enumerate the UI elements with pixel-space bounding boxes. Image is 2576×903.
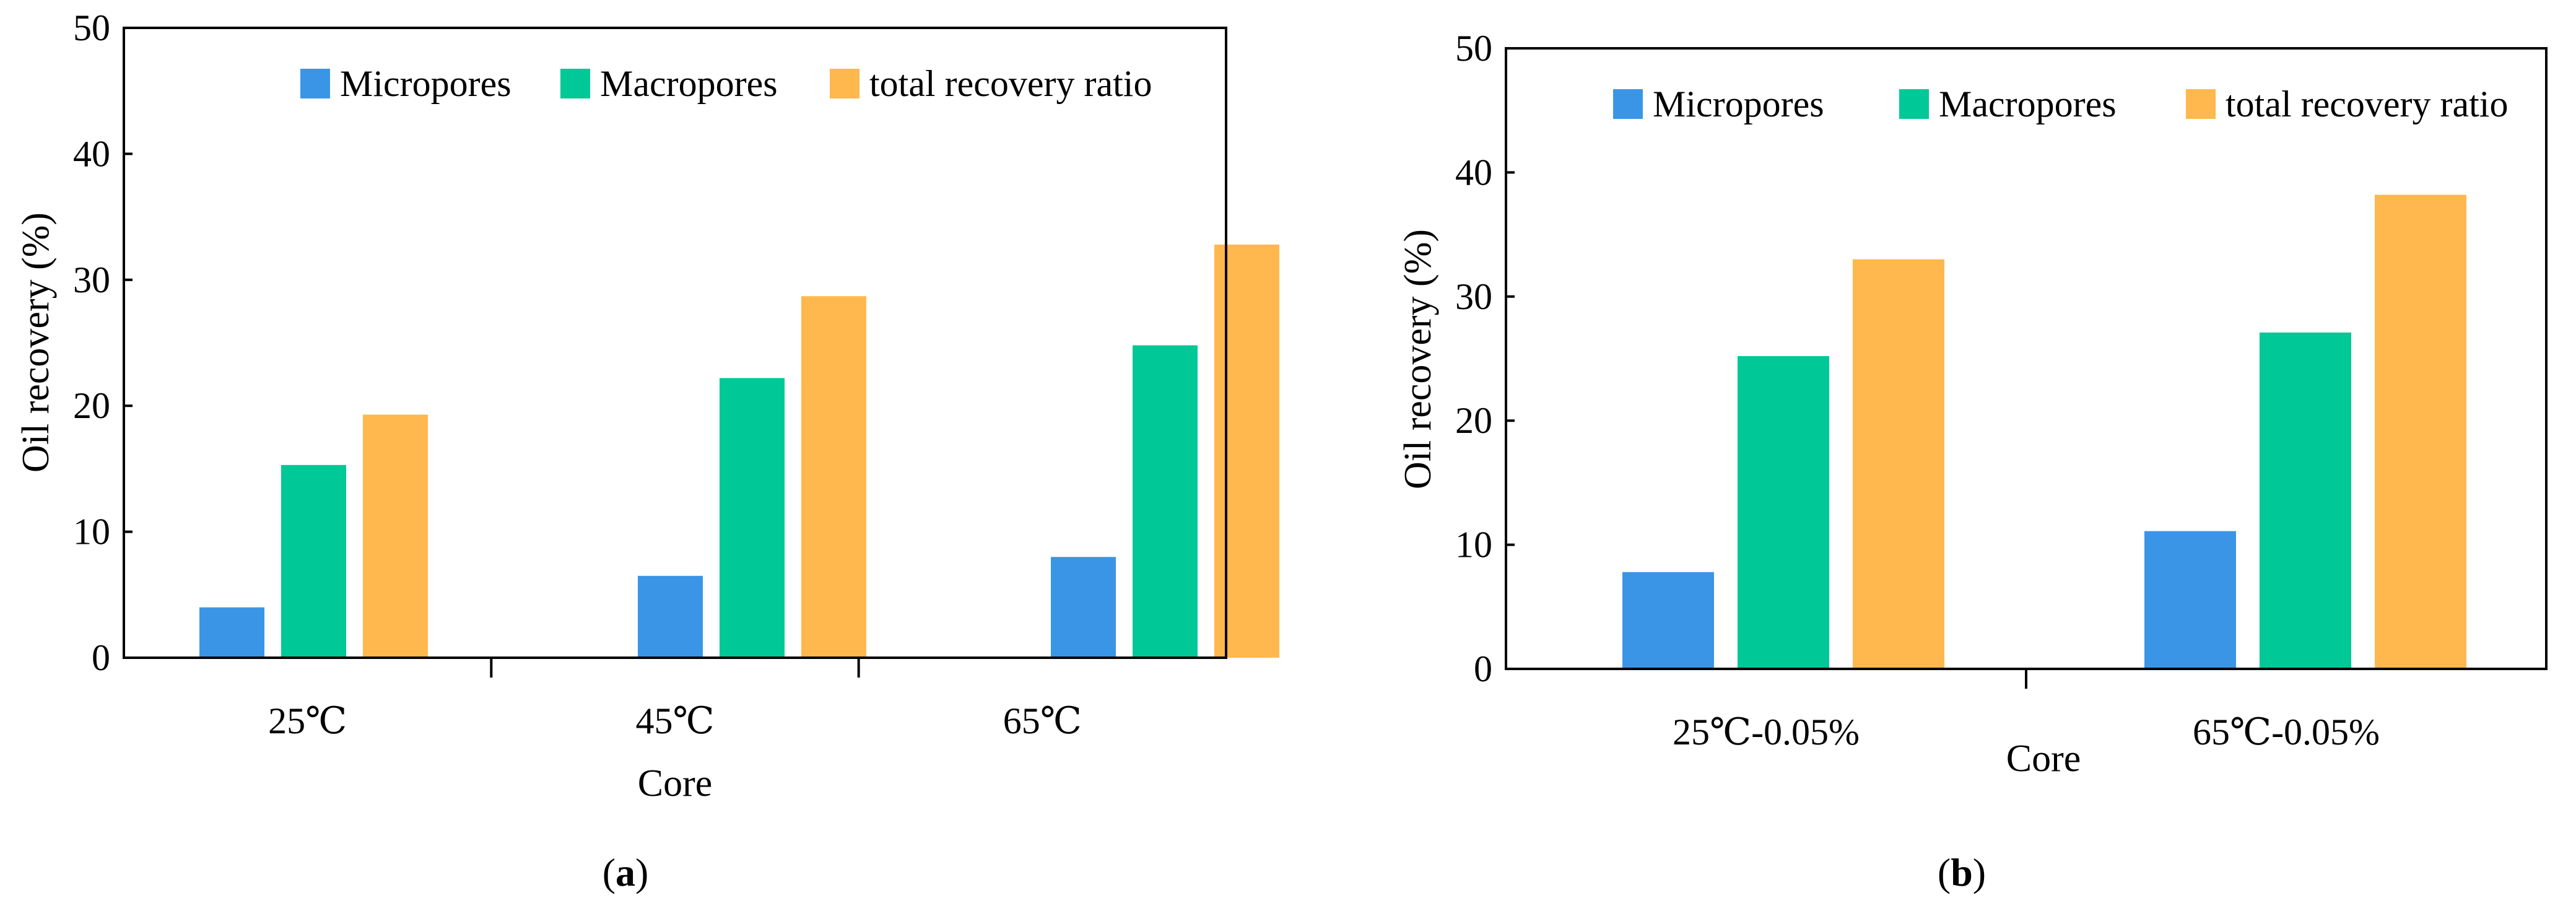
legend-label-micropores: Micropores [1653,84,1824,124]
bar-micropores-0 [199,607,264,658]
bar-micropores-1 [638,575,703,658]
legend-swatch-macropores [1899,89,1929,119]
x-tick-label: 45℃ [635,700,714,741]
y-tick-label: 0 [92,637,110,678]
bar-micropores-2 [1051,557,1116,658]
bar-total-recovery-ratio-2 [1214,244,1279,658]
bar-micropores-1 [2144,531,2236,669]
y-tick-label: 40 [1455,152,1492,193]
bar-macropores-0 [281,465,346,658]
legend: Micropores Macropores total recovery ratio [1613,84,2508,124]
legend-swatch-micropores [1613,89,1643,119]
y-tick-label: 10 [1455,525,1492,565]
plot-frame [123,27,1227,659]
chart-panel-b: 0 10 20 30 40 50 25℃-0.05% 65℃-0.05% Core Oil rec… [1397,28,2548,894]
y-tick-label: 50 [1455,28,1492,69]
bar-total-recovery-ratio-0 [363,414,428,658]
y-tick-label: 30 [1455,276,1492,317]
y-tick-label: 50 [73,7,110,48]
y-tick-label: 10 [73,512,110,552]
bar-macropores-1 [720,378,785,658]
x-tick-label: 25℃-0.05% [1673,712,1860,752]
bar-macropores-0 [1738,356,1829,669]
y-tick-label: 30 [73,260,110,300]
bar-total-recovery-ratio-0 [1853,259,1944,669]
x-axis-title: Core [2006,738,2081,780]
bar-macropores-2 [1133,345,1198,658]
y-tick-label: 40 [73,133,110,174]
y-axis-title: Oil recovery (%) [15,212,57,473]
legend-label-macropores: Macropores [600,63,778,104]
x-axis-title: Core [638,762,713,805]
legend-swatch-total-recovery-ratio [830,69,859,98]
bar-total-recovery-ratio-1 [801,296,866,658]
legend-label-macropores: Macropores [1939,84,2117,124]
x-tick-label: 65℃-0.05% [2193,712,2380,752]
bar-total-recovery-ratio-1 [2375,194,2466,669]
y-tick-label: 0 [1474,648,1492,689]
legend-swatch-micropores [300,69,330,98]
bar-micropores-0 [1622,572,1714,669]
bar-macropores-1 [2260,332,2351,669]
panel-caption: (a) [603,850,649,894]
y-tick-label: 20 [73,385,110,426]
legend-swatch-total-recovery-ratio [2186,89,2216,119]
y-axis-title: Oil recovery (%) [1397,229,1439,489]
legend-label-total-recovery-ratio: total recovery ratio [869,63,1152,104]
y-tick-label: 20 [1455,400,1492,441]
legend-label-micropores: Micropores [340,63,511,104]
chart-panel-a: 0 10 20 30 40 50 25℃ 45℃ 65℃ Core Oil recovery (%)… [15,7,1279,894]
legend-swatch-macropores [560,69,590,98]
x-tick-label: 25℃ [268,700,347,741]
panel-caption: (b) [1938,850,1986,894]
legend: Micropores Macropores total recovery ratio [300,63,1152,104]
x-tick-label: 65℃ [1003,700,1082,741]
legend-label-total-recovery-ratio: total recovery ratio [2226,84,2508,124]
